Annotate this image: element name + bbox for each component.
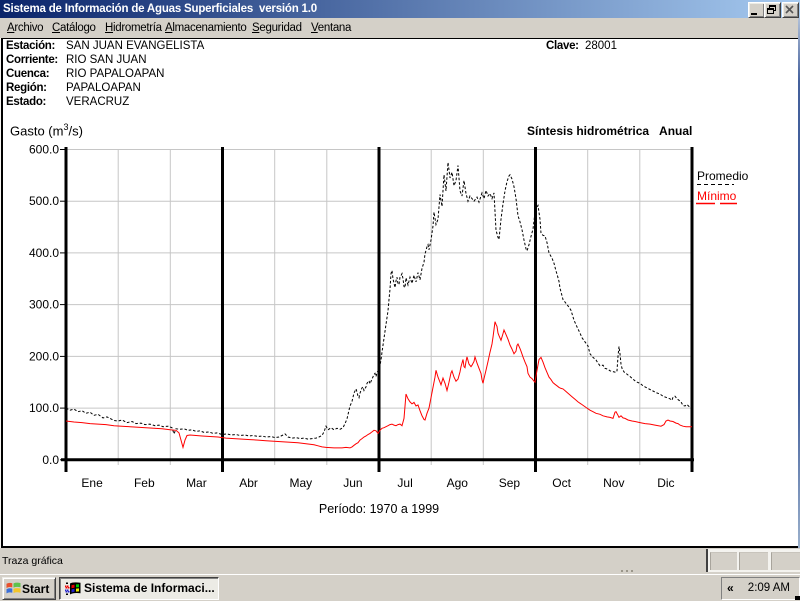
svg-text:Ago: Ago (447, 476, 469, 490)
svg-text:May: May (289, 476, 312, 490)
svg-text:600.0: 600.0 (29, 143, 59, 157)
svg-text:Período: 1970 a 1999: Período: 1970 a 1999 (319, 502, 439, 516)
svg-text:Sep: Sep (499, 476, 521, 490)
svg-text:500.0: 500.0 (29, 194, 59, 208)
svg-text:400.0: 400.0 (29, 246, 59, 260)
svg-text:Feb: Feb (134, 476, 155, 490)
svg-text:300.0: 300.0 (29, 298, 59, 312)
svg-text:Oct: Oct (552, 476, 571, 490)
svg-text:Mar: Mar (186, 476, 207, 490)
svg-text:Dic: Dic (657, 476, 674, 490)
svg-text:Ene: Ene (81, 476, 103, 490)
svg-text:Jun: Jun (343, 476, 362, 490)
svg-text:Abr: Abr (239, 476, 258, 490)
svg-text:Jul: Jul (397, 476, 412, 490)
svg-text:0.0: 0.0 (42, 453, 59, 467)
svg-text:Nov: Nov (603, 476, 624, 490)
svg-text:100.0: 100.0 (29, 401, 59, 415)
svg-text:200.0: 200.0 (29, 349, 59, 363)
